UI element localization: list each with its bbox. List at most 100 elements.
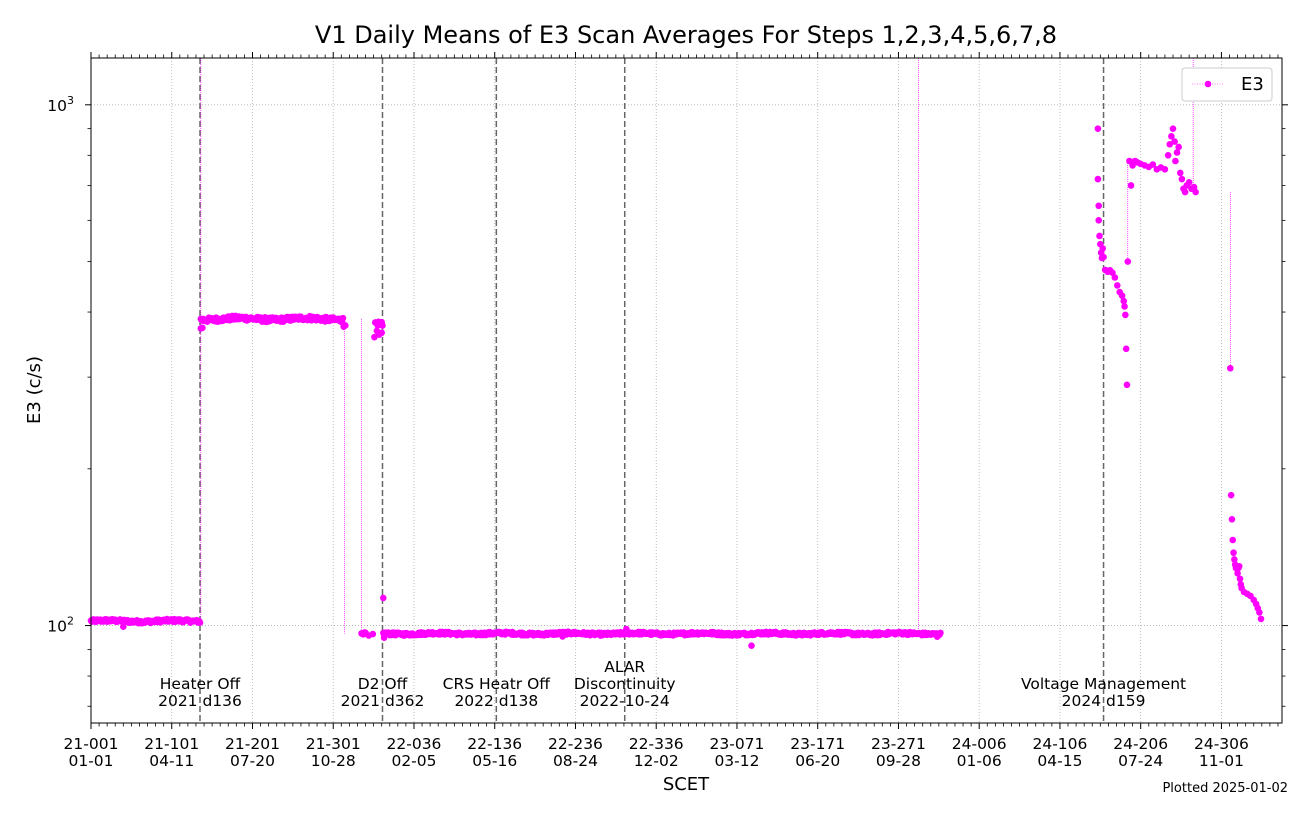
x-tick-sublabel: 06-20 — [795, 752, 840, 770]
data-point — [559, 633, 566, 640]
data-point — [380, 594, 387, 602]
event-lines — [199, 58, 1105, 723]
data-point — [199, 324, 206, 332]
grid — [90, 58, 1282, 723]
event-label: Voltage Management — [1021, 675, 1186, 693]
data-point — [1257, 615, 1265, 623]
data-point — [1120, 297, 1128, 305]
data-point — [1171, 138, 1178, 145]
data-point — [371, 333, 378, 341]
event-label: 2022 d138 — [454, 692, 538, 710]
legend-label: E3 — [1241, 74, 1264, 95]
data-point — [369, 630, 377, 638]
data-point — [1256, 609, 1263, 616]
x-tick-sublabel: 11-01 — [1199, 752, 1244, 770]
event-label: 2021 d362 — [341, 692, 425, 710]
data-point — [1111, 274, 1119, 281]
axes-frame — [90, 57, 1283, 724]
event-label: 2021 d136 — [158, 692, 242, 710]
data-point — [1095, 217, 1103, 224]
data-point — [196, 619, 204, 626]
data-point — [1185, 178, 1193, 186]
spike-lines — [200, 58, 1231, 634]
data-point — [380, 634, 388, 641]
chart-title: V1 Daily Means of E3 Scan Averages For S… — [315, 21, 1057, 49]
data-point — [378, 329, 385, 337]
x-tick-sublabel: 04-11 — [149, 752, 194, 770]
x-tick-label: 22-336 — [629, 735, 684, 753]
x-axis-label: SCET — [663, 774, 710, 795]
data-point — [1230, 549, 1237, 557]
x-tick-sublabel: 05-16 — [472, 752, 517, 770]
data-point — [1172, 157, 1179, 165]
data-point — [1161, 165, 1169, 173]
data-point — [1164, 151, 1172, 159]
x-tick-label: 22-036 — [387, 735, 442, 753]
event-label: 2024 d159 — [1062, 692, 1146, 710]
x-tick-sublabel: 01-06 — [957, 752, 1002, 770]
data-point — [1094, 175, 1102, 183]
x-tick-label: 22-136 — [467, 735, 522, 753]
x-tick-sublabel: 02-05 — [391, 752, 436, 770]
data-point — [342, 322, 349, 329]
data-point — [1181, 188, 1189, 196]
x-tick-label: 24-006 — [952, 735, 1007, 753]
x-tick-sublabel: 09-28 — [876, 752, 921, 770]
x-tick-sublabel: 07-24 — [1118, 752, 1163, 770]
y-tick-label: 103 — [47, 94, 74, 115]
data-point — [1192, 188, 1199, 196]
data-point — [748, 642, 755, 649]
data-point — [1122, 311, 1129, 319]
data-point — [1094, 125, 1102, 132]
data-point — [1096, 232, 1103, 240]
data-point — [1228, 515, 1236, 523]
data-point — [1149, 161, 1157, 168]
x-tick-label: 21-201 — [225, 735, 280, 753]
data-point — [1173, 149, 1181, 156]
x-tick-label: 24-206 — [1113, 735, 1168, 753]
plot-frame — [90, 57, 1283, 724]
x-tick-sublabel: 07-20 — [230, 752, 275, 770]
data-point — [1229, 536, 1237, 544]
x-tick-labels: 21-00101-0121-10104-1121-20107-2021-3011… — [64, 735, 1249, 770]
event-label: 2022-10-24 — [580, 692, 670, 710]
x-tick-label: 24-306 — [1194, 735, 1249, 753]
x-tick-label: 23-271 — [871, 735, 926, 753]
y-tick-exponent: 2 — [67, 615, 74, 628]
legend: E3 — [1181, 67, 1273, 102]
data-point — [1127, 182, 1135, 189]
data-point — [1236, 575, 1244, 583]
x-tick-sublabel: 08-24 — [553, 752, 598, 770]
event-label: CRS Heatr Off — [443, 675, 551, 693]
data-point — [1227, 364, 1234, 372]
data-point — [1122, 345, 1130, 353]
data-point — [1118, 292, 1126, 299]
data-point — [1235, 562, 1243, 570]
data-point — [1100, 253, 1107, 261]
x-tick-label: 24-106 — [1032, 735, 1087, 753]
data-point — [1124, 258, 1132, 265]
y-tick-label: 102 — [47, 615, 74, 636]
event-label: Heater Off — [160, 675, 241, 693]
y-tick-base: 10 — [47, 97, 67, 115]
data-point — [1176, 169, 1184, 177]
data-point — [339, 314, 347, 322]
data-point — [933, 633, 941, 640]
x-tick-label: 21-301 — [306, 735, 361, 753]
x-tick-label: 23-171 — [790, 735, 845, 753]
data-points — [87, 125, 1265, 649]
data-point — [1234, 570, 1241, 577]
data-point — [1113, 282, 1121, 289]
x-tick-sublabel: 10-28 — [311, 752, 356, 770]
data-point — [1227, 491, 1235, 499]
x-tick-label: 21-101 — [144, 735, 199, 753]
data-point — [1169, 125, 1177, 132]
data-point — [1123, 381, 1131, 389]
x-tick-sublabel: 04-15 — [1037, 752, 1082, 770]
x-tick-sublabel: 12-02 — [634, 752, 679, 770]
data-point — [379, 322, 386, 329]
tick-marks — [85, 52, 1288, 729]
y-axis-label: E3 (c/s) — [24, 356, 45, 424]
